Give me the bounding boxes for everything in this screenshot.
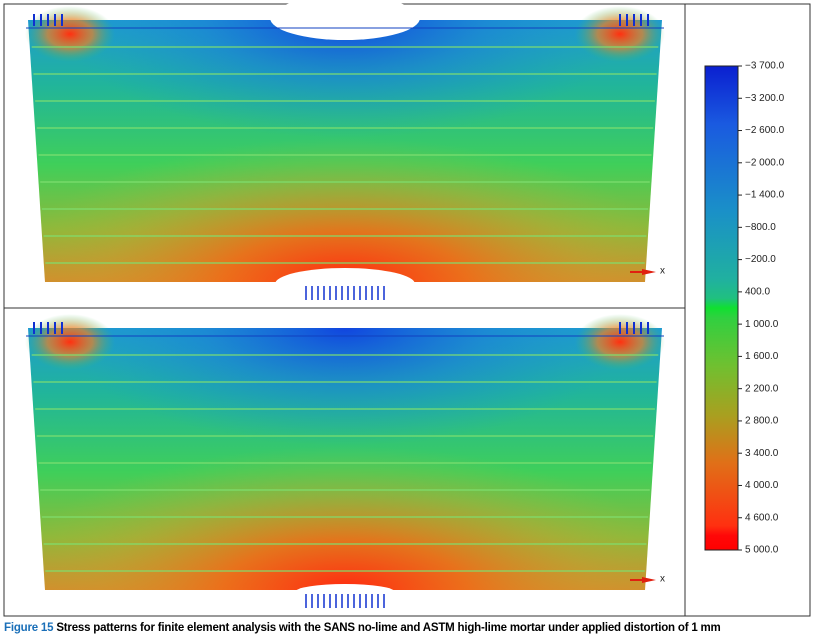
colorbar-label: −800.0 [745, 222, 776, 233]
colorbar-label: 4 000.0 [745, 480, 779, 491]
stress-corner [25, 314, 115, 370]
colorbar-label: −200.0 [745, 254, 776, 265]
stress-corner [25, 6, 115, 62]
caption-label: Figure 15 [4, 622, 54, 634]
stress-red [28, 328, 662, 590]
colorbar-label: 2 200.0 [745, 383, 779, 394]
colorbar-label: 3 400.0 [745, 448, 779, 459]
colorbar-label: −3 200.0 [745, 93, 785, 104]
colorbar-label: 5 000.0 [745, 545, 779, 556]
caption: Figure 15 Stress patterns for finite ele… [4, 622, 812, 634]
notch [270, 0, 420, 40]
stress-red [28, 20, 662, 282]
colorbar-label: −1 400.0 [745, 190, 785, 201]
axis-label: x [660, 266, 665, 277]
notch [275, 268, 415, 300]
colorbar-label: −3 700.0 [745, 61, 785, 72]
axis-label: x [660, 574, 665, 585]
caption-text: Stress patterns for finite element analy… [56, 622, 721, 634]
notch [295, 584, 395, 600]
colorbar-label: −2 600.0 [745, 125, 785, 136]
colorbar-label: 2 800.0 [745, 416, 779, 427]
colorbar [704, 65, 739, 551]
axis-arrow [642, 269, 656, 275]
colorbar-label: 1 600.0 [745, 351, 779, 362]
legend-frame [684, 3, 811, 617]
stress-plot: x [25, 0, 665, 300]
colorbar-label: −2 000.0 [745, 157, 785, 168]
colorbar-label: 1 000.0 [745, 319, 779, 330]
figure: −3 700.0 −3 200.0 −2 600.0 −2 000.0 −1 400.0… [3, 0, 811, 617]
colorbar-label: 400.0 [745, 287, 770, 298]
stress-plot: x [25, 314, 665, 608]
colorbar-label: 4 600.0 [745, 512, 779, 523]
axis-arrow [642, 577, 656, 583]
